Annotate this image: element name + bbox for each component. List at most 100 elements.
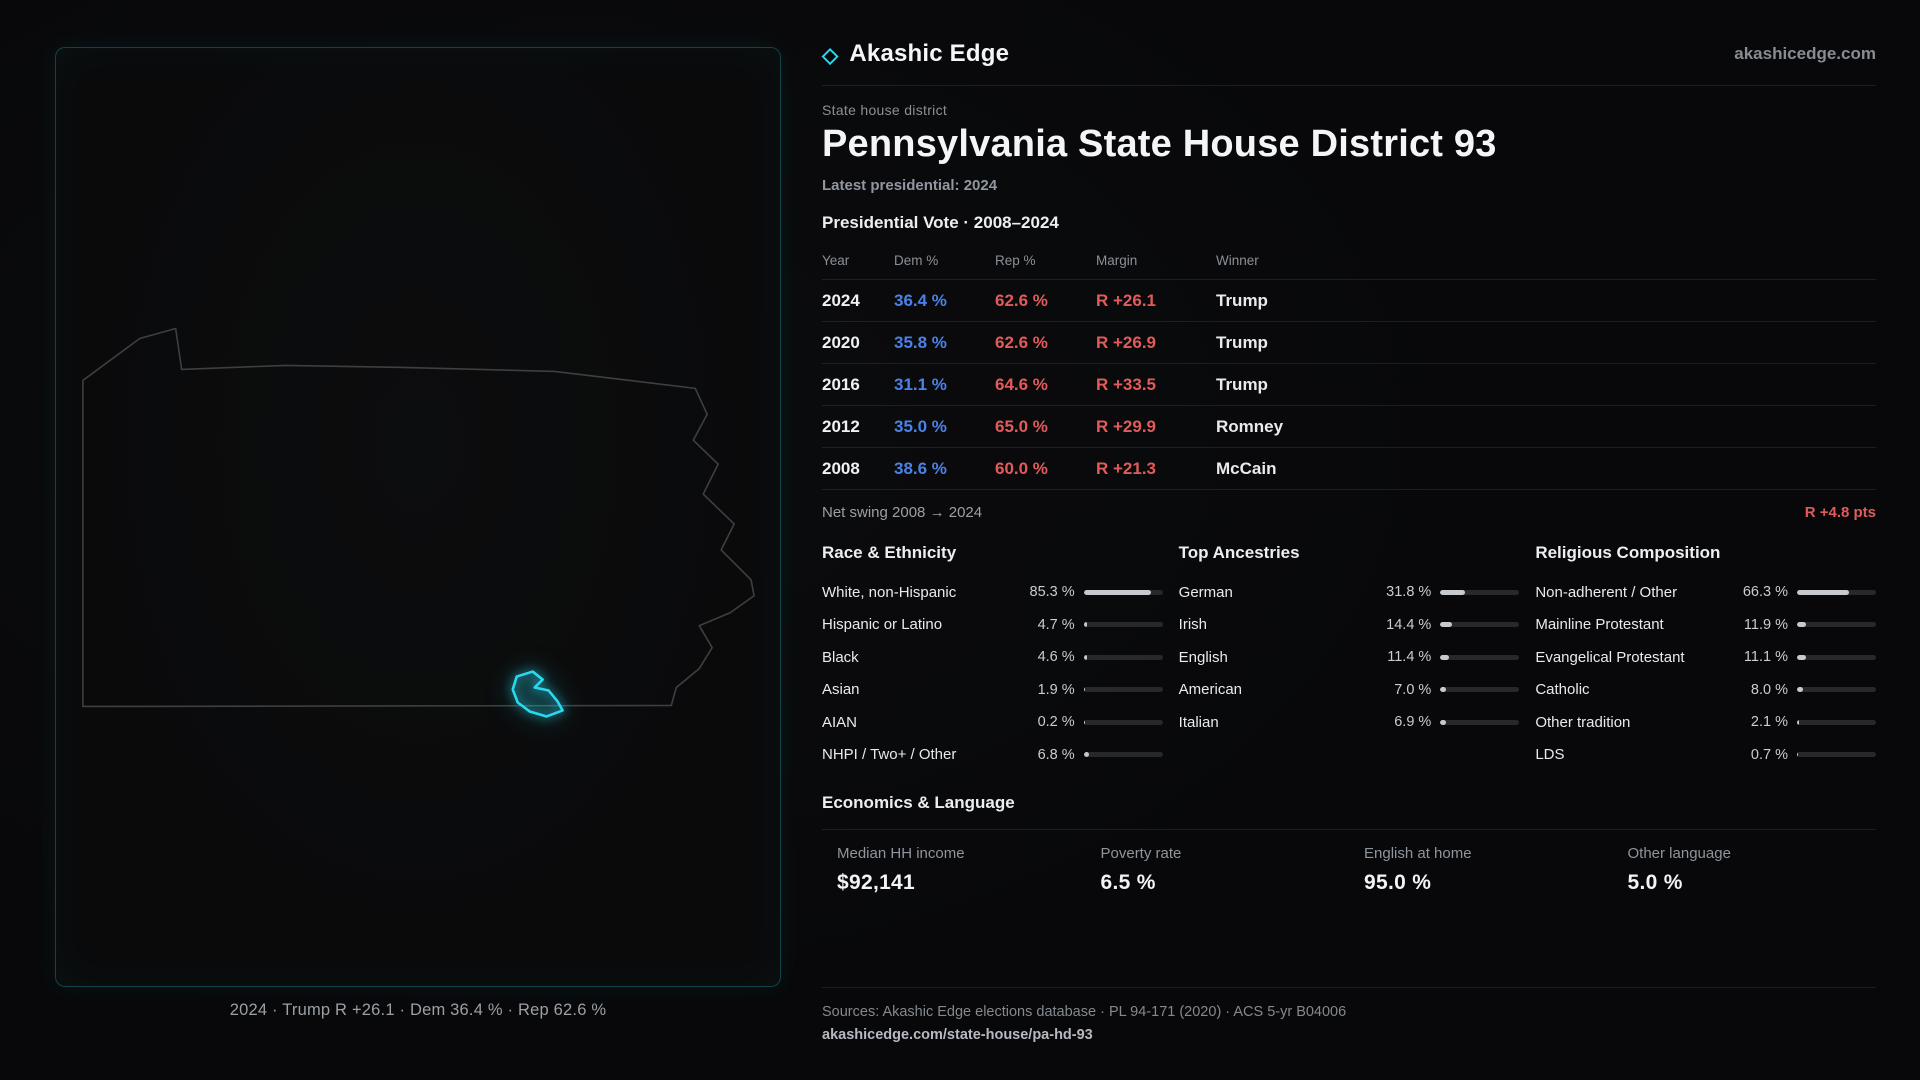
brand: ◇ Akashic Edge [822, 40, 1009, 68]
demo-row: White, non-Hispanic 85.3 % [822, 576, 1163, 609]
col-margin: Margin [1096, 253, 1138, 268]
stat-label: Poverty rate [1100, 845, 1182, 862]
demo-label: American [1178, 681, 1243, 699]
demo-bar [1083, 752, 1163, 758]
demo-bar [1796, 719, 1876, 725]
winner-cell: McCain [1216, 458, 1277, 478]
col-rep: Rep % [995, 253, 1036, 268]
demo-value: 7.0 % [1394, 681, 1432, 698]
district-map-panel [55, 47, 781, 987]
demo-bar [1796, 752, 1876, 758]
demo-value: 6.9 % [1394, 714, 1432, 731]
demo-value: 6.8 % [1037, 746, 1075, 763]
demo-label: Asian [822, 681, 860, 699]
demo-label: Mainline Protestant [1535, 616, 1664, 634]
vote-section-heading: Presidential Vote · 2008–2024 [822, 213, 1059, 232]
demo-row: Mainline Protestant 11.9 % [1535, 609, 1876, 642]
demo-row: Irish 14.4 % [1179, 609, 1520, 642]
demo-bar-fill [1083, 589, 1152, 595]
demo-label: Catholic [1535, 681, 1590, 699]
demo-bar [1796, 687, 1876, 693]
vote-row-2020: 2020 35.8 % 62.6 % R +26.9 Trump [822, 322, 1876, 364]
page-title: Pennsylvania State House District 93 [822, 123, 1497, 165]
stat-poverty-rate: Poverty rate 6.5 % [1086, 845, 1350, 895]
vote-row-2024: 2024 36.4 % 62.6 % R +26.1 Trump [822, 280, 1876, 322]
rep-cell: 62.6 % [995, 332, 1048, 352]
margin-cell: R +26.1 [1096, 290, 1157, 310]
presidential-vote-table: Year Dem % Rep % Margin Winner 2024 36.4… [822, 245, 1876, 490]
demo-value: 8.0 % [1750, 681, 1788, 698]
demo-row: Non-adherent / Other 66.3 % [1535, 576, 1876, 609]
demo-bar [1083, 589, 1163, 595]
site-domain-link[interactable]: akashicedge.com [1734, 44, 1876, 63]
demo-bar-fill [1796, 622, 1807, 628]
rep-cell: 60.0 % [995, 458, 1048, 478]
race-ethnicity-column: Race & Ethnicity White, non-Hispanic 85.… [822, 543, 1163, 771]
demo-bar-fill [1440, 654, 1450, 660]
demo-label: Irish [1178, 616, 1207, 634]
demo-bar-fill [1083, 654, 1088, 660]
vote-table-header: Year Dem % Rep % Margin Winner [822, 245, 1876, 280]
main-content: ◇ Akashic Edge akashicedge.com State hou… [822, 40, 1876, 913]
demo-bar-fill [1440, 622, 1452, 628]
year-cell: 2008 [822, 458, 860, 478]
demo-bar-fill [1796, 654, 1806, 660]
demo-row: Black 4.6 % [822, 641, 1163, 674]
demo-bar-fill [1083, 687, 1086, 693]
winner-cell: Trump [1216, 290, 1268, 310]
stat-english-at-home: English at home 95.0 % [1349, 845, 1613, 895]
demo-row: AIAN 0.2 % [822, 706, 1163, 739]
dem-cell: 35.8 % [894, 332, 947, 352]
stat-value: 6.5 % [1100, 871, 1156, 894]
demo-bar-fill [1440, 687, 1446, 693]
demo-bar-fill [1083, 719, 1085, 725]
economics-stats-band: Median HH income $92,141 Poverty rate 6.… [822, 829, 1876, 913]
stat-label: Other language [1627, 845, 1731, 862]
stat-other-language: Other language 5.0 % [1613, 845, 1877, 895]
demo-value: 4.6 % [1037, 649, 1075, 666]
margin-cell: R +21.3 [1096, 458, 1157, 478]
net-swing-label: Net swing 2008 → 2024 [822, 504, 983, 521]
page-subtitle: Latest presidential: 2024 [822, 177, 998, 194]
demo-bar [1083, 719, 1163, 725]
pennsylvania-outline [82, 327, 755, 708]
col-winner: Winner [1216, 253, 1259, 268]
demo-label: LDS [1535, 746, 1565, 764]
ancestries-heading: Top Ancestries [1178, 543, 1300, 562]
demo-label: English [1178, 648, 1228, 666]
demo-row: Asian 1.9 % [822, 674, 1163, 707]
demo-label: Hispanic or Latino [822, 616, 943, 634]
net-swing-value: R +4.8 pts [1804, 504, 1876, 521]
demo-value: 0.7 % [1750, 746, 1788, 763]
demo-bar-fill [1796, 719, 1799, 725]
demo-value: 4.7 % [1037, 616, 1075, 633]
demo-label: German [1178, 583, 1233, 601]
margin-cell: R +26.9 [1096, 332, 1157, 352]
demo-label: NHPI / Two+ / Other [822, 746, 957, 764]
demo-row: Evangelical Protestant 11.1 % [1535, 641, 1876, 674]
demo-bar [1440, 589, 1520, 595]
demo-value: 66.3 % [1742, 584, 1788, 601]
winner-cell: Romney [1216, 416, 1284, 436]
col-year: Year [822, 253, 850, 268]
site-name: Akashic Edge [849, 40, 1010, 67]
demo-row: LDS 0.7 % [1535, 739, 1876, 772]
margin-cell: R +33.5 [1096, 374, 1157, 394]
winner-cell: Trump [1216, 332, 1268, 352]
demo-bar [1796, 589, 1876, 595]
demo-row: Hispanic or Latino 4.7 % [822, 609, 1163, 642]
pennsylvania-map [82, 327, 755, 718]
footer-sources: Sources: Akashic Edge elections database… [822, 1004, 1347, 1020]
page-eyebrow: State house district [822, 102, 948, 118]
dem-cell: 31.1 % [894, 374, 947, 394]
diamond-logo-icon: ◇ [822, 43, 839, 67]
winner-cell: Trump [1216, 374, 1268, 394]
demo-value: 11.4 % [1387, 649, 1432, 666]
header-divider [822, 85, 1876, 86]
demo-label: Non-adherent / Other [1535, 583, 1678, 601]
demo-row: Italian 6.9 % [1179, 706, 1520, 739]
ancestries-column: Top Ancestries German 31.8 % Irish 14.4 … [1179, 543, 1520, 771]
demo-row: Catholic 8.0 % [1535, 674, 1876, 707]
demo-row: NHPI / Two+ / Other 6.8 % [822, 739, 1163, 772]
footer-permalink-link[interactable]: akashicedge.com/state-house/pa-hd-93 [822, 1027, 1093, 1043]
